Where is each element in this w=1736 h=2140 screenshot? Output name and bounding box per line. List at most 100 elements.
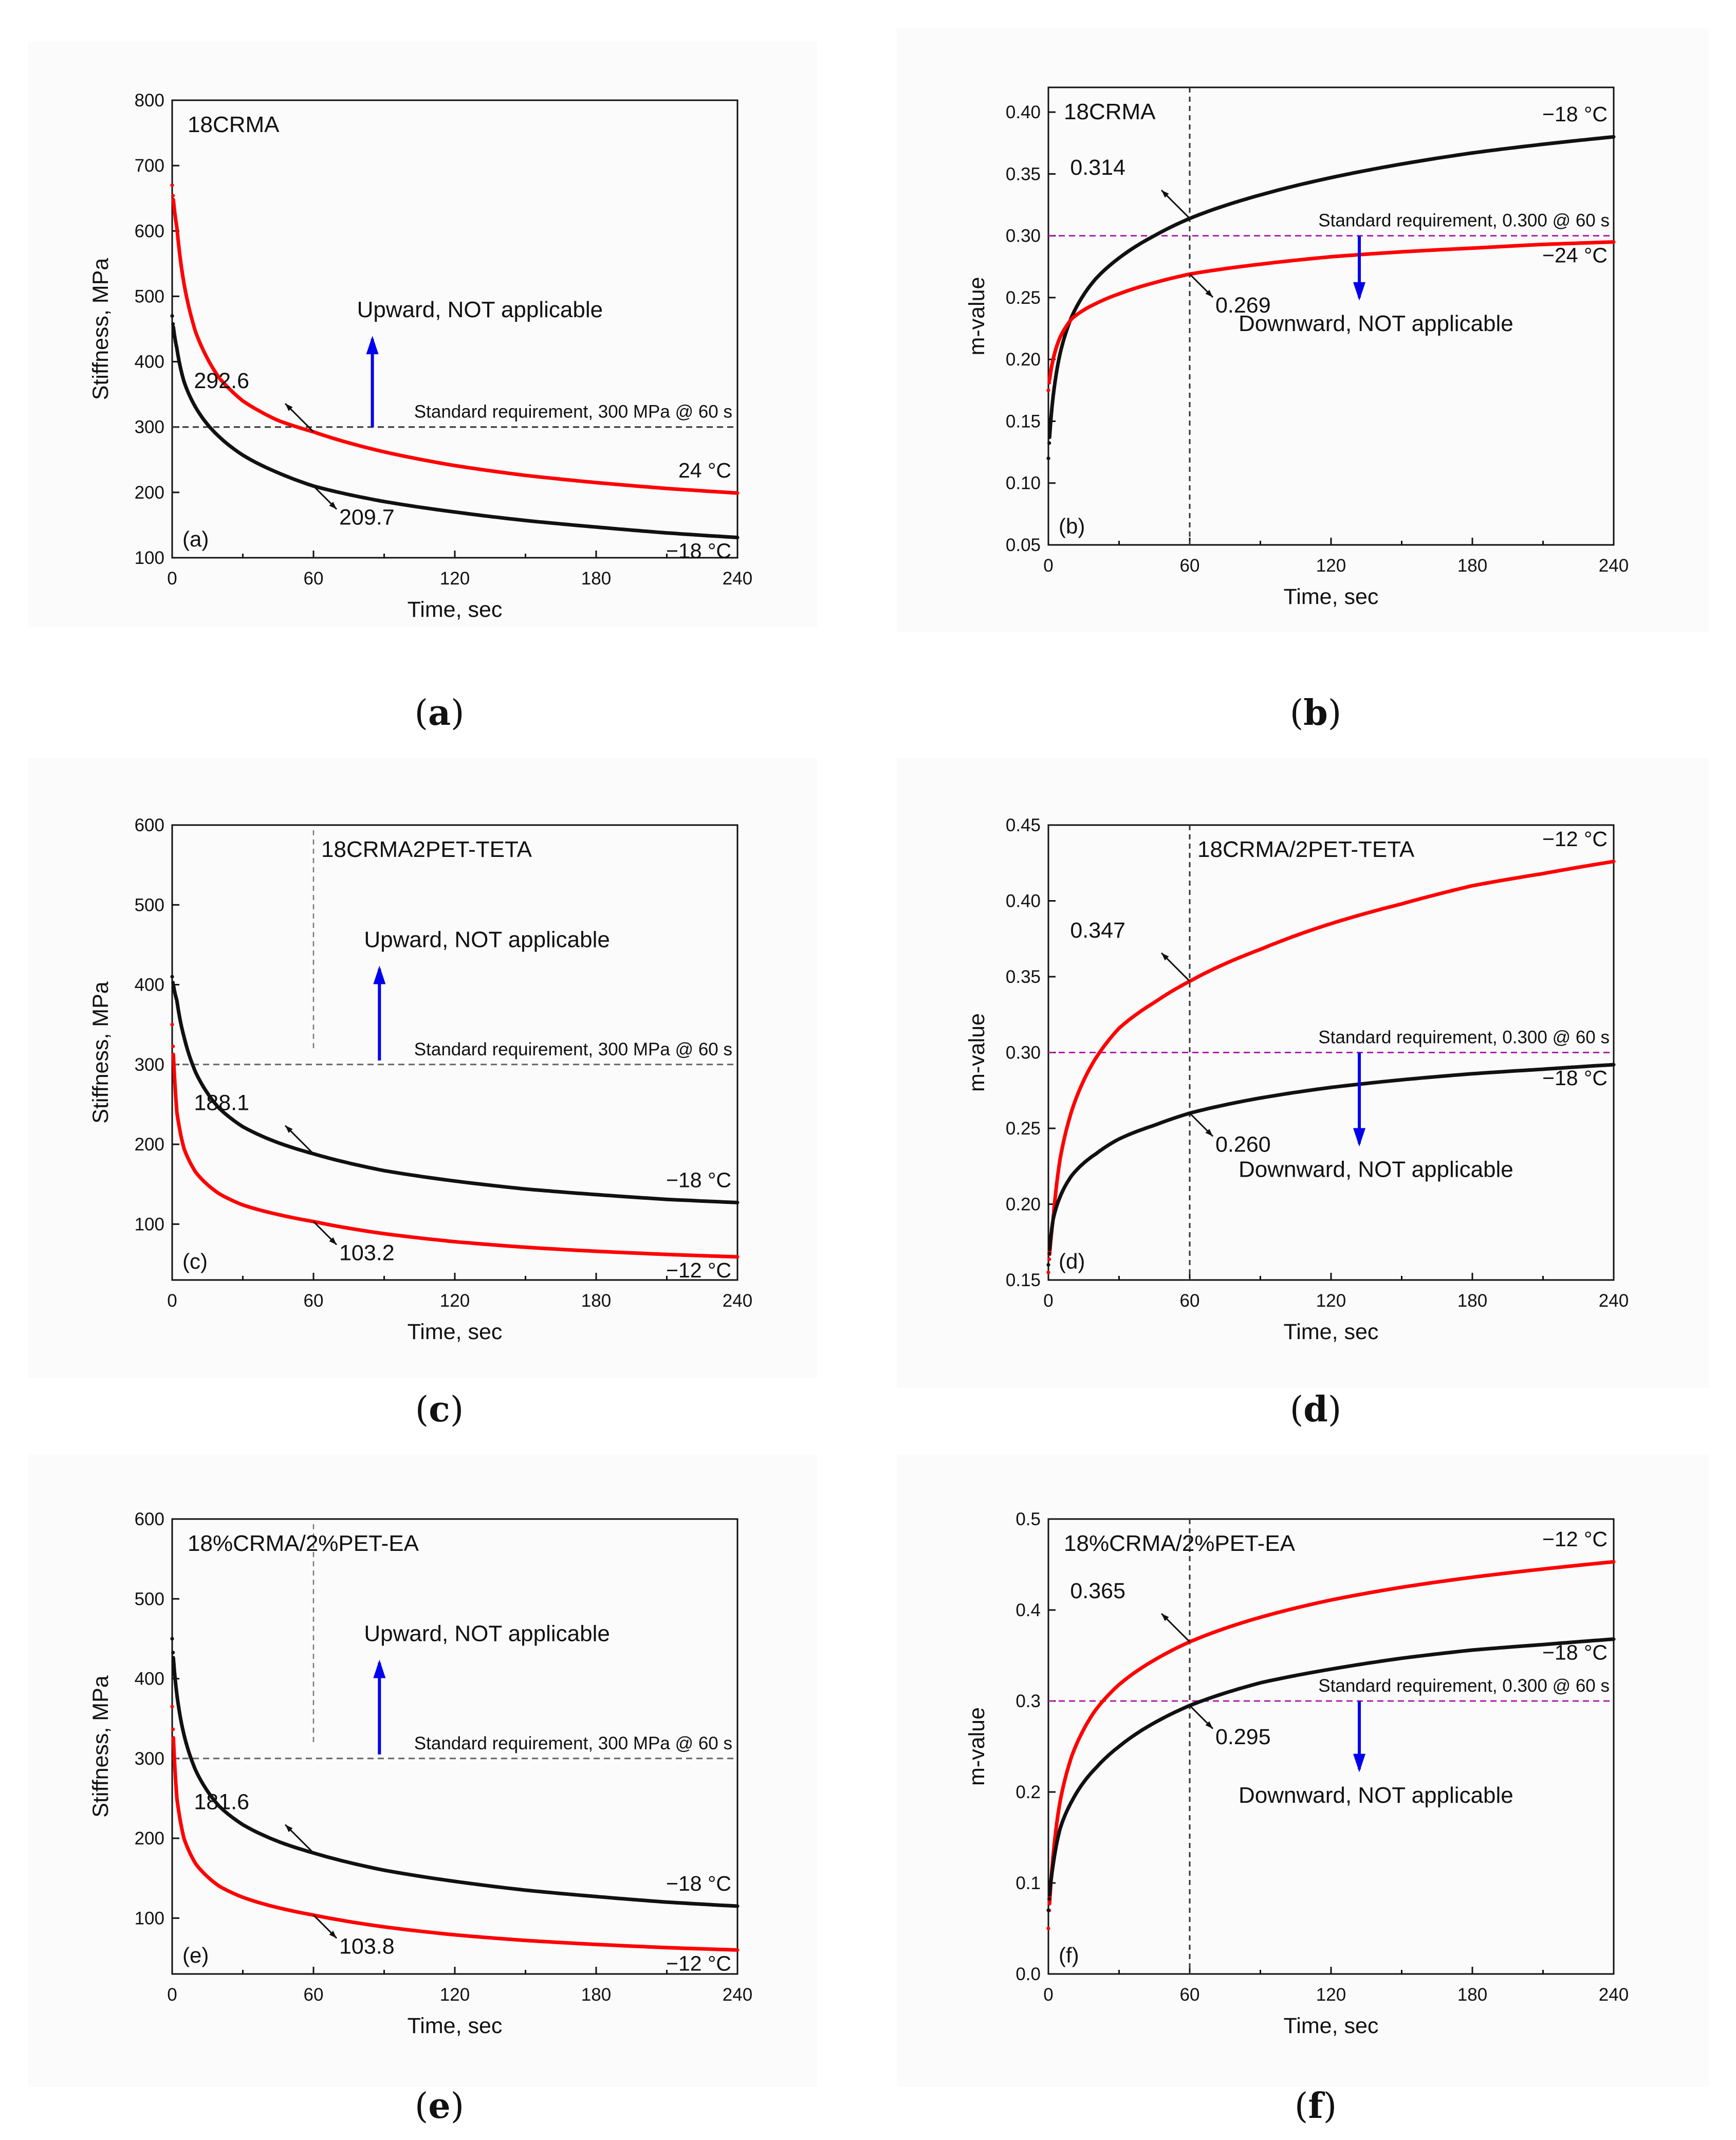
chart-panel-a: 0 60 120 180 240 100 200 300 400 500 600 700 800 Time… [28,41,817,627]
series-label: −18 °C [1542,102,1608,126]
series-point [1046,1263,1050,1267]
annotation-value: 0.260 [1215,1132,1271,1157]
series-point [180,1827,184,1832]
series-point [173,1776,178,1780]
series-point [175,1112,179,1116]
series-point [176,1117,180,1122]
y-tick-label: 400 [135,975,164,995]
x-tick-label: 0 [167,569,177,589]
x-tick-label: 60 [304,1985,324,2005]
x-tick-label: 120 [440,1291,470,1311]
series-point [1058,1800,1062,1804]
series-point [173,334,177,338]
y-tick-label: 300 [135,1055,164,1075]
series-point [177,1015,182,1019]
standard-requirement-label: Standard requirement, 300 MPa @ 60 s [414,1039,732,1059]
y-tick-label: 0.40 [1006,102,1041,122]
series-point [1051,1861,1056,1865]
series-point [178,365,182,370]
series-point [1047,441,1051,445]
x-axis-label: Time, sec [408,597,503,622]
series-point [1049,1873,1054,1877]
panel-letter: (c) [182,1249,208,1273]
standard-requirement-label: Standard requirement, 300 MPa @ 60 s [414,402,732,422]
series-point [1053,1210,1057,1214]
chart-panel-c: 0 60 120 180 240 100 200 300 400 500 600 Time, sec S… [28,758,817,1378]
standard-requirement-label: Standard requirement, 0.300 @ 60 s [1318,1028,1610,1048]
series-point [177,251,182,255]
caption-letter: e [428,2086,450,2127]
series-point [1056,365,1060,369]
series-point [177,1809,181,1814]
series-point [182,1735,187,1739]
annotation-value: 0.314 [1070,155,1125,180]
standard-requirement-label: Standard requirement, 0.300 @ 60 s [1318,1676,1610,1696]
series-point [180,269,184,273]
series-point [181,275,185,279]
series-point [174,343,178,348]
direction-arrowhead [1353,1753,1365,1772]
series-point [178,258,182,262]
caption-letter: c [429,1389,450,1430]
series-point [1049,417,1053,422]
y-tick-label: 200 [135,1135,164,1155]
series-point [1050,1221,1055,1226]
panel-background [897,758,1709,1388]
series-point [1056,1816,1060,1820]
series-point [179,1720,183,1724]
series-point [1054,1846,1058,1850]
series-point [1055,1182,1059,1186]
series-point [175,348,179,352]
series-line [171,1052,740,1259]
series-point [174,1103,178,1107]
annotation-value: 0.269 [1215,293,1271,318]
series-label: −18 °C [1542,1641,1608,1665]
x-tick-label: 0 [1043,556,1053,576]
series-point [184,293,188,297]
chart-title: 18%CRMA/2%PET-EA [1064,1531,1296,1556]
series-point [181,1030,185,1034]
series-point [1057,1831,1061,1835]
series-label: −12 °C [666,1258,731,1282]
series-point [171,980,175,985]
series-point [1059,349,1063,353]
panel-background [28,1455,817,2087]
x-tick-label: 180 [1457,1985,1487,2005]
annotation-arrowhead [1205,1721,1213,1729]
annotation-value: 292.6 [194,369,249,393]
caption-open: ( [414,693,428,734]
series-point [171,322,175,326]
annotation-value: 209.7 [339,505,395,530]
series-point [1057,1805,1061,1809]
series-label: −18 °C [666,539,731,563]
y-tick-label: 200 [135,1828,164,1849]
x-tick-label: 60 [1180,556,1200,576]
y-tick-label: 0.20 [1006,350,1041,370]
x-tick-label: 240 [1599,556,1629,576]
series-point [1046,456,1050,461]
series-point [181,1728,185,1732]
x-tick-label: 60 [1180,1291,1200,1311]
standard-requirement-label: Standard requirement, 0.300 @ 60 s [1318,211,1610,231]
y-tick-label: 400 [135,1669,164,1689]
series-point [1056,1834,1060,1838]
series-point [172,328,176,333]
panel-letter: (e) [182,1943,209,1967]
series-point [1059,1154,1063,1158]
series-point [173,339,178,343]
direction-label: Upward, NOT applicable [364,927,610,952]
caption-letter: b [1303,692,1328,734]
y-tick-label: 0.35 [1006,164,1041,184]
y-tick-label: 300 [135,417,164,437]
annotation-arrowhead [285,1824,293,1833]
series-point [183,1040,188,1044]
chart-title: 18CRMA [188,112,280,137]
x-tick-label: 180 [581,1291,611,1311]
series-point [173,1672,177,1676]
series-label: −24 °C [1542,244,1608,267]
y-tick-label: 600 [135,221,164,241]
series-point [1049,1234,1053,1238]
series-point [171,1651,175,1655]
series-point [177,1011,181,1015]
annotation-value: 188.1 [194,1091,249,1115]
